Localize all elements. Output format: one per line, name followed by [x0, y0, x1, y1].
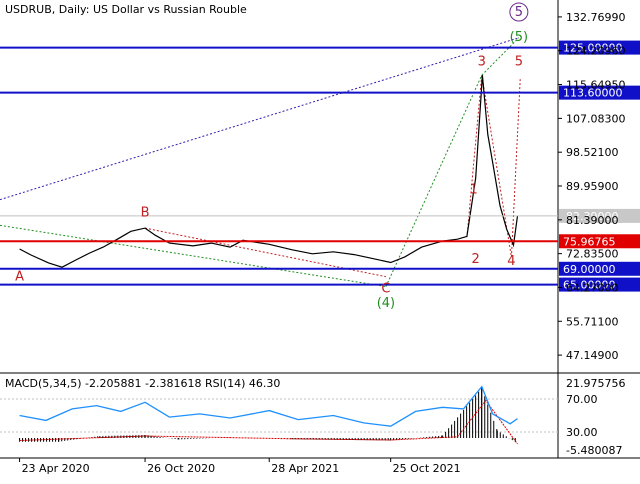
- wave-label: 4: [507, 254, 515, 269]
- y-tick-label: 107.08300: [566, 112, 626, 125]
- wave-line-red: [510, 79, 521, 257]
- trend-line-upper: [0, 37, 520, 201]
- sub-y-tick-label: 21.975756: [566, 377, 626, 390]
- y-tick-label: 64.27000: [566, 281, 619, 294]
- wave-line-green: [481, 37, 520, 76]
- y-tick-label: 124.20960: [566, 45, 626, 58]
- y-tick-label: 132.76990: [566, 11, 626, 24]
- wave-label: 5: [515, 5, 523, 20]
- wave-label: 2: [472, 252, 480, 267]
- x-tick-label: 28 Apr 2021: [271, 462, 339, 475]
- wave-label: 5: [515, 54, 523, 69]
- wave-label: C: [381, 281, 390, 296]
- y-tick-label: 81.39000: [566, 214, 619, 227]
- y-tick-label: 55.71100: [566, 315, 619, 328]
- macd-rsi-header: MACD(5,34,5) -2.205881 -2.381618 RSI(14)…: [5, 377, 281, 390]
- level-badge: [559, 261, 640, 276]
- x-tick-label: 25 Oct 2021: [393, 462, 461, 475]
- x-tick-label: 26 Oct 2020: [147, 462, 215, 475]
- level-badge: [559, 277, 640, 292]
- current-price-badge: [559, 208, 640, 223]
- wave-label: 3: [478, 54, 486, 69]
- wave-label: (4): [377, 296, 395, 311]
- chart-title: USDRUB, Daily: US Dollar vs Russian Roub…: [5, 3, 247, 16]
- y-tick-label: 115.64950: [566, 79, 626, 92]
- level-badge: [559, 234, 640, 249]
- level-label: 75.96765: [563, 235, 616, 248]
- wave-label: (5): [510, 30, 528, 45]
- sub-y-tick-label: -5.480087: [566, 444, 622, 457]
- wave-line-green: [385, 75, 483, 287]
- macd-signal-line: [19, 399, 518, 445]
- wave-label: A: [15, 270, 24, 285]
- wave-line-red: [466, 75, 483, 238]
- level-label: 69.00000: [563, 263, 616, 276]
- wave-label-circle: [509, 2, 529, 22]
- wave-label: B: [141, 206, 150, 221]
- level-label: 113.60000: [563, 87, 623, 100]
- y-tick-label: 47.14900: [566, 349, 619, 362]
- level-badge: [559, 85, 640, 100]
- y-tick-label: 98.52100: [566, 146, 619, 159]
- sub-y-tick-label: 70.00: [566, 393, 598, 406]
- sub-y-tick-label: 30.00: [566, 426, 598, 439]
- rsi-line: [19, 385, 518, 427]
- current-price-label: 82.39000: [566, 210, 619, 223]
- y-tick-label: 72.83500: [566, 248, 619, 261]
- x-tick-label: 23 Apr 2020: [22, 462, 90, 475]
- wave-line-green: [0, 224, 387, 288]
- y-tick-label: 89.95900: [566, 180, 619, 193]
- price-line: [19, 75, 519, 268]
- level-label: 125.00000: [563, 42, 623, 55]
- level-badge: [559, 40, 640, 55]
- wave-label: 1: [470, 183, 478, 198]
- level-label: 65.00000: [563, 279, 616, 292]
